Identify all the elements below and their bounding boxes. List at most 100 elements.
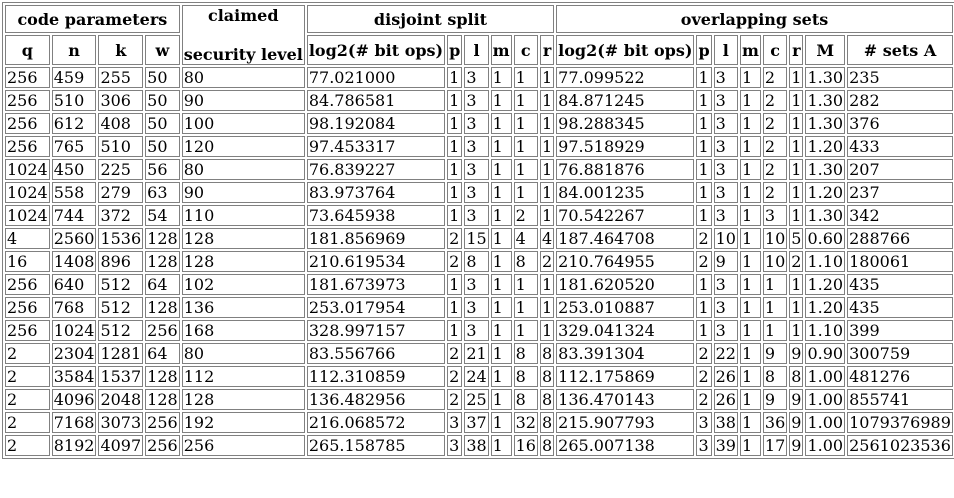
cell-q: 256 xyxy=(5,67,50,88)
cell-overlap-r: 1 xyxy=(789,182,804,203)
table-body: 256 459 255 50 80 77.021000 1 3 1 1 1 77.099522 1 3 1 2… xyxy=(5,67,953,456)
cell-disjoint-m: 1 xyxy=(490,159,512,180)
cell-overlap-log2-bit-ops: 253.010887 xyxy=(556,297,695,318)
cell-overlap-p: 2 xyxy=(696,251,712,272)
cell-disjoint-l: 38 xyxy=(464,435,489,456)
cell-w: 64 xyxy=(145,343,180,364)
cell-overlap-c: 9 xyxy=(762,343,788,364)
cell-disjoint-c: 32 xyxy=(513,412,538,433)
col-header-overlap-l: l xyxy=(713,35,738,65)
cell-disjoint-p: 1 xyxy=(447,159,463,180)
cell-q: 2 xyxy=(5,435,50,456)
cell-overlap-l: 3 xyxy=(713,113,738,134)
table-row: 256 768 512 128 136 253.017954 1 3 1 1 1 253.010887… xyxy=(5,297,953,318)
cell-q: 2 xyxy=(5,389,50,410)
cell-w: 256 xyxy=(145,412,180,433)
cell-overlap-r: 9 xyxy=(789,343,804,364)
table-row: 2 4096 2048 128 128 136.482956 2 25 1 8 8 136.47014… xyxy=(5,389,953,410)
cell-overlap-p: 1 xyxy=(696,320,712,341)
col-header-w: w xyxy=(145,35,180,65)
cell-disjoint-r: 1 xyxy=(539,205,555,226)
cell-overlap-log2-bit-ops: 329.041324 xyxy=(556,320,695,341)
cell-q: 256 xyxy=(5,113,50,134)
cell-overlap-l: 26 xyxy=(713,366,738,387)
cell-overlap-log2-bit-ops: 84.001235 xyxy=(556,182,695,203)
cell-disjoint-c: 1 xyxy=(513,182,538,203)
cell-overlap-m: 1 xyxy=(739,251,761,272)
cell-w: 128 xyxy=(145,228,180,249)
cell-k: 1536 xyxy=(98,228,144,249)
cell-claimed-security-level: 256 xyxy=(181,435,305,456)
cell-claimed-security-level: 110 xyxy=(181,205,305,226)
cell-disjoint-p: 3 xyxy=(447,435,463,456)
col-header-overlap-r: r xyxy=(789,35,804,65)
cell-q: 1024 xyxy=(5,159,50,180)
col-header-n: n xyxy=(51,35,97,65)
table-row: 1024 744 372 54 110 73.645938 1 3 1 2 1 70.542267 1 3… xyxy=(5,205,953,226)
cell-disjoint-p: 1 xyxy=(447,113,463,134)
cell-disjoint-r: 8 xyxy=(539,389,555,410)
cell-overlap-l: 39 xyxy=(713,435,738,456)
cell-claimed-security-level: 120 xyxy=(181,136,305,157)
cell-disjoint-r: 1 xyxy=(539,113,555,134)
cell-k: 1537 xyxy=(98,366,144,387)
cell-n: 7168 xyxy=(51,412,97,433)
cell-disjoint-p: 2 xyxy=(447,251,463,272)
cell-overlap-c: 2 xyxy=(762,159,788,180)
cell-disjoint-l: 3 xyxy=(464,113,489,134)
parameters-table: code parameters claimed security level d… xyxy=(2,2,954,459)
cell-w: 54 xyxy=(145,205,180,226)
cell-overlap-sets-A: 207 xyxy=(847,159,953,180)
cell-n: 1024 xyxy=(51,320,97,341)
cell-disjoint-m: 1 xyxy=(490,297,512,318)
cell-overlap-m: 1 xyxy=(739,274,761,295)
cell-overlap-m: 1 xyxy=(739,228,761,249)
cell-q: 256 xyxy=(5,297,50,318)
cell-overlap-sets-A: 855741 xyxy=(847,389,953,410)
cell-disjoint-log2-bit-ops: 83.556766 xyxy=(306,343,446,364)
cell-disjoint-log2-bit-ops: 181.856969 xyxy=(306,228,446,249)
cell-overlap-l: 10 xyxy=(713,228,738,249)
cell-claimed-security-level: 80 xyxy=(181,343,305,364)
cell-overlap-M: 1.30 xyxy=(805,90,846,111)
cell-disjoint-log2-bit-ops: 265.158785 xyxy=(306,435,446,456)
cell-disjoint-log2-bit-ops: 210.619534 xyxy=(306,251,446,272)
cell-w: 256 xyxy=(145,320,180,341)
col-header-disjoint-r: r xyxy=(539,35,555,65)
cell-k: 255 xyxy=(98,67,144,88)
cell-overlap-p: 1 xyxy=(696,113,712,134)
cell-disjoint-c: 1 xyxy=(513,136,538,157)
cell-overlap-c: 36 xyxy=(762,412,788,433)
cell-overlap-log2-bit-ops: 215.907793 xyxy=(556,412,695,433)
cell-k: 408 xyxy=(98,113,144,134)
cell-n: 450 xyxy=(51,159,97,180)
table-row: 2 8192 4097 256 256 265.158785 3 38 1 16 8 265.0071… xyxy=(5,435,953,456)
cell-overlap-sets-A: 237 xyxy=(847,182,953,203)
cell-overlap-r: 8 xyxy=(789,366,804,387)
cell-disjoint-l: 3 xyxy=(464,136,489,157)
cell-overlap-sets-A: 433 xyxy=(847,136,953,157)
cell-overlap-p: 1 xyxy=(696,297,712,318)
cell-disjoint-m: 1 xyxy=(490,67,512,88)
cell-disjoint-c: 16 xyxy=(513,435,538,456)
cell-q: 16 xyxy=(5,251,50,272)
cell-overlap-c: 2 xyxy=(762,67,788,88)
cell-disjoint-l: 3 xyxy=(464,90,489,111)
cell-claimed-security-level: 112 xyxy=(181,366,305,387)
table-group-header-row: code parameters claimed security level d… xyxy=(5,5,953,65)
cell-disjoint-p: 1 xyxy=(447,205,463,226)
cell-overlap-M: 1.00 xyxy=(805,389,846,410)
cell-claimed-security-level: 168 xyxy=(181,320,305,341)
cell-disjoint-r: 8 xyxy=(539,435,555,456)
table-row: 2 3584 1537 128 112 112.310859 2 24 1 8 8 112.17586… xyxy=(5,366,953,387)
cell-overlap-c: 2 xyxy=(762,90,788,111)
table-row: 256 612 408 50 100 98.192084 1 3 1 1 1 98.288345 1 3 1… xyxy=(5,113,953,134)
cell-q: 256 xyxy=(5,90,50,111)
cell-overlap-r: 1 xyxy=(789,205,804,226)
cell-overlap-m: 1 xyxy=(739,67,761,88)
cell-overlap-p: 1 xyxy=(696,67,712,88)
col-header-disjoint-p: p xyxy=(447,35,463,65)
cell-disjoint-p: 1 xyxy=(447,182,463,203)
cell-overlap-sets-A: 2561023536 xyxy=(847,435,953,456)
cell-k: 306 xyxy=(98,90,144,111)
